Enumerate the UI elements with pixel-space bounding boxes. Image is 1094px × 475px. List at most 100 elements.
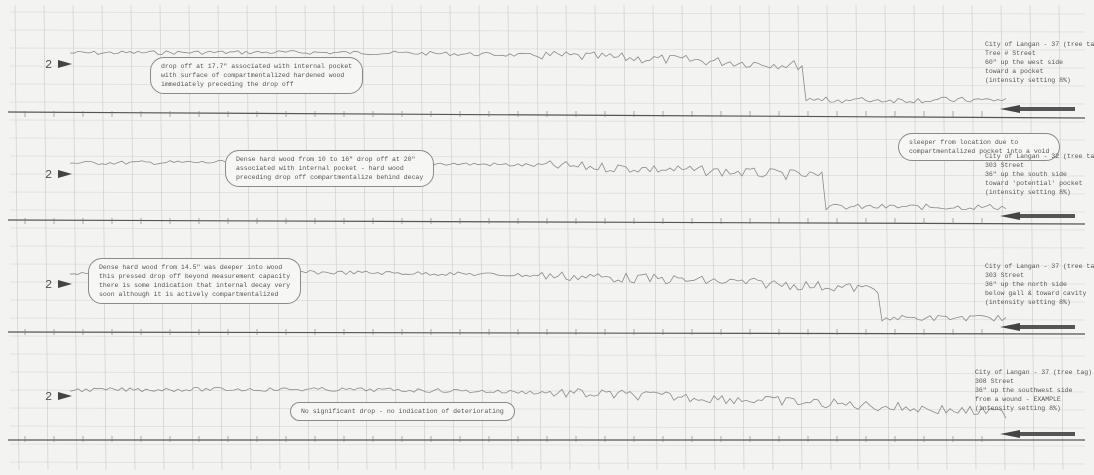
- resistance-trace: [70, 388, 1006, 419]
- grid-line: [10, 246, 1085, 248]
- text-line: 60" up the west side: [985, 58, 1094, 67]
- grid-line: [10, 48, 1085, 50]
- resistance-trace: [70, 160, 1006, 209]
- text-line: City of Langan - 32 (tree tag): [985, 152, 1094, 161]
- depth-marker: 2: [45, 390, 52, 404]
- text-line: this pressed drop off beyond measurement…: [99, 272, 290, 281]
- grid-line: [624, 5, 628, 470]
- text-line: Dense hard wood from 14.5" was deeper in…: [99, 263, 290, 272]
- depth-marker: 2: [45, 58, 52, 72]
- end-bar: [1020, 107, 1075, 111]
- grid-line: [10, 210, 1085, 212]
- text-line: (intensity setting 8%): [975, 404, 1092, 413]
- end-arrow: [1000, 323, 1020, 331]
- grid-line: [943, 5, 947, 470]
- grid-line: [15, 5, 19, 470]
- grid-line: [10, 120, 1085, 122]
- text-line: preceding drop off compartmentalize behi…: [236, 173, 423, 182]
- grid-line: [10, 228, 1085, 230]
- annotation-bubble: drop off at 17.7" associated with intern…: [150, 57, 363, 94]
- grid-line: [856, 5, 860, 470]
- grid-line: [10, 12, 1085, 14]
- site-description: City of Langan - 32 (tree tag)303 Street…: [985, 152, 1094, 197]
- depth-marker: 2: [45, 278, 52, 292]
- document-page: 2 2 2 2 drop off at 17.7" associated with i…: [0, 0, 1094, 475]
- axis-line: [8, 220, 1085, 224]
- grid-line: [102, 5, 106, 470]
- text-line: from a wound - EXAMPLE: [975, 395, 1092, 404]
- text-line: No significant drop - no indication of d…: [301, 407, 504, 416]
- grid-line: [73, 5, 77, 470]
- grid-line: [363, 5, 367, 470]
- arrow-icon: [58, 280, 72, 288]
- site-description: City of Langan - 37 (tree tag)Tree # Str…: [985, 40, 1094, 85]
- text-line: toward 'potential' pocket: [985, 179, 1094, 188]
- grid-line: [10, 444, 1085, 446]
- text-line: Dense hard wood from 10 to 16" drop off …: [236, 155, 423, 164]
- grid-line: [682, 5, 686, 470]
- grid-line: [653, 5, 657, 470]
- grid-line: [10, 192, 1085, 194]
- annotation-bubble: Dense hard wood from 14.5" was deeper in…: [88, 258, 301, 304]
- grid-line: [392, 5, 396, 470]
- grid-line: [421, 5, 425, 470]
- text-line: associated with internal pocket - hard w…: [236, 164, 423, 173]
- end-bar: [1020, 432, 1075, 436]
- text-line: City of Langan - 37 (tree tag): [985, 40, 1094, 49]
- grid-line: [10, 354, 1085, 356]
- grid-line: [595, 5, 599, 470]
- grid-line: [537, 5, 541, 470]
- site-description: City of Langan - 37 (tree tag)303 Street…: [985, 262, 1094, 307]
- axis-line: [8, 112, 1085, 118]
- grid-line: [10, 426, 1085, 428]
- end-bar: [1020, 325, 1075, 329]
- grid-line: [798, 5, 802, 470]
- text-line: City of Langan - 37 (tree tag): [975, 368, 1092, 377]
- text-line: below gall & toward cavity: [985, 289, 1094, 298]
- grid-line: [508, 5, 512, 470]
- text-line: drop off at 17.7" associated with intern…: [161, 62, 352, 71]
- grid-line: [566, 5, 570, 470]
- text-line: 308 Street: [975, 377, 1092, 386]
- text-line: (intensity setting 8%): [985, 188, 1094, 197]
- text-line: immediately preceding the drop off: [161, 80, 352, 89]
- grid-line: [479, 5, 483, 470]
- text-line: sleeper from location due to: [909, 138, 1049, 147]
- grid-line: [10, 462, 1085, 464]
- annotation-bubble: Dense hard wood from 10 to 16" drop off …: [225, 150, 434, 187]
- grid-line: [10, 372, 1085, 374]
- text-line: 36" up the north side: [985, 280, 1094, 289]
- arrow-icon: [58, 170, 72, 178]
- end-arrow: [1000, 105, 1020, 113]
- end-arrow: [1000, 430, 1020, 438]
- text-line: there is some indication that internal d…: [99, 281, 290, 290]
- text-line: 36" up the south side: [985, 170, 1094, 179]
- grid-line: [885, 5, 889, 470]
- grid-line: [10, 336, 1085, 338]
- text-line: (intensity setting 8%): [985, 76, 1094, 85]
- text-line: toward a pocket: [985, 67, 1094, 76]
- grid-line: [450, 5, 454, 470]
- text-line: 303 Street: [985, 161, 1094, 170]
- text-line: Tree # Street: [985, 49, 1094, 58]
- annotation-bubble: No significant drop - no indication of d…: [290, 402, 515, 421]
- text-line: City of Langan - 37 (tree tag): [985, 262, 1094, 271]
- text-line: soon although it is actively compartment…: [99, 290, 290, 299]
- grid-line: [10, 408, 1085, 410]
- site-description: City of Langan - 37 (tree tag)308 Street…: [975, 368, 1092, 413]
- axis-line: [8, 332, 1085, 334]
- depth-marker: 2: [45, 168, 52, 182]
- grid-line: [914, 5, 918, 470]
- text-line: (intensity setting 8%): [985, 298, 1094, 307]
- text-line: 303 Street: [985, 271, 1094, 280]
- text-line: with surface of compartmentalized harden…: [161, 71, 352, 80]
- text-line: 36" up the southwest side: [975, 386, 1092, 395]
- grid-line: [10, 30, 1085, 32]
- end-bar: [1020, 214, 1075, 218]
- grid-line: [131, 5, 135, 470]
- grid-line: [10, 174, 1085, 176]
- arrow-icon: [58, 392, 72, 400]
- arrow-icon: [58, 60, 72, 68]
- grid-line: [827, 5, 831, 470]
- grid-line: [769, 5, 773, 470]
